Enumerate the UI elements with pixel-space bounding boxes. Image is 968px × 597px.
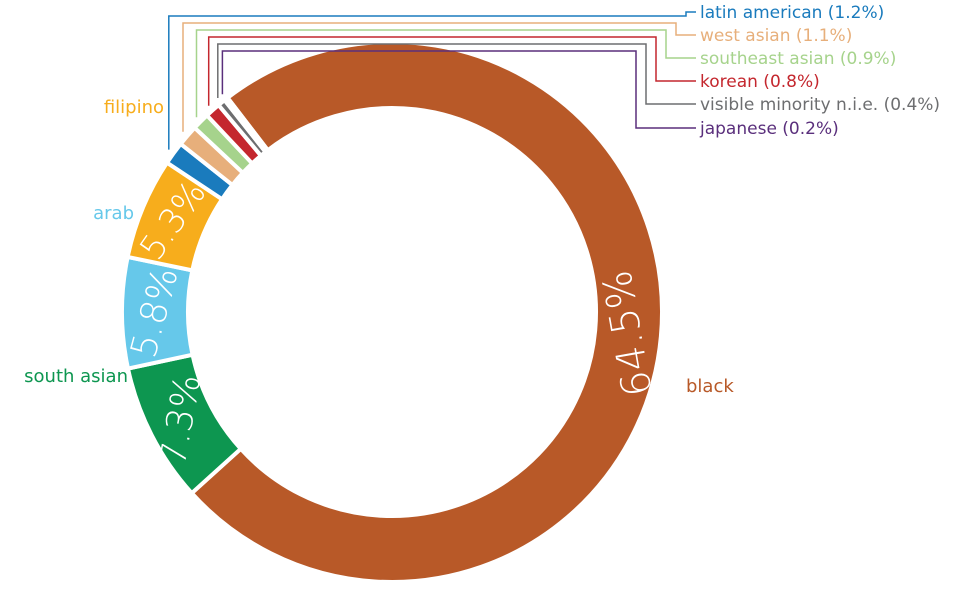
donut-callouts: latin american (1.2%) west asian (1.1%) so… — [168, 3, 940, 150]
donut-slices — [120, 39, 664, 584]
category-label-south-asian: south asian — [24, 366, 128, 387]
callout-label-west-asian: west asian (1.1%) — [700, 26, 852, 46]
slice-black — [188, 39, 664, 584]
callout-line-southeast-asian — [195, 29, 696, 118]
callout-label-japanese: japanese (0.2%) — [699, 119, 839, 139]
category-label-filipino: filipino — [104, 97, 164, 118]
callout-line-latin-american — [168, 11, 696, 150]
callout-label-southeast-asian: southeast asian (0.9%) — [700, 49, 896, 69]
callout-label-visible-minority-n-i-e: visible minority n.i.e. (0.4%) — [700, 95, 940, 115]
category-label-arab: arab — [93, 203, 134, 224]
callout-label-latin-american: latin american (1.2%) — [700, 3, 884, 23]
callout-line-west-asian — [182, 22, 696, 132]
callout-label-korean: korean (0.8%) — [700, 72, 820, 92]
donut-category-labels: black south asian arab filipino — [24, 97, 734, 397]
callout-line-japanese — [221, 50, 696, 129]
callout-line-visible-minority-n-i-e — [217, 43, 696, 105]
callout-line-korean — [207, 36, 696, 106]
category-label-black: black — [686, 376, 734, 397]
slice-japanese — [221, 94, 271, 155]
